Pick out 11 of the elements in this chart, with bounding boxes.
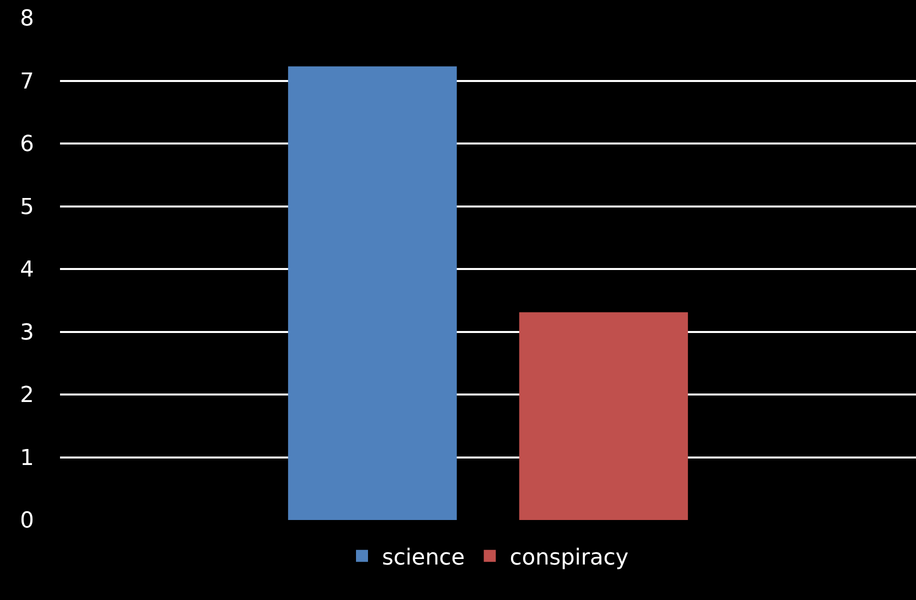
y-tick-label: 8 (20, 6, 34, 32)
y-tick-label: 0 (20, 508, 34, 534)
y-tick-label: 6 (20, 132, 34, 158)
y-tick-label: 3 (20, 320, 34, 346)
y-tick-label: 4 (20, 258, 34, 283)
y-tick-label: 5 (20, 194, 34, 220)
y-tick-label: 2 (20, 383, 34, 408)
y-tick-label: 1 (20, 446, 34, 471)
y-tick-label: 7 (20, 69, 34, 94)
legend-label: conspiracy (510, 545, 628, 570)
legend-label: science (382, 545, 465, 570)
